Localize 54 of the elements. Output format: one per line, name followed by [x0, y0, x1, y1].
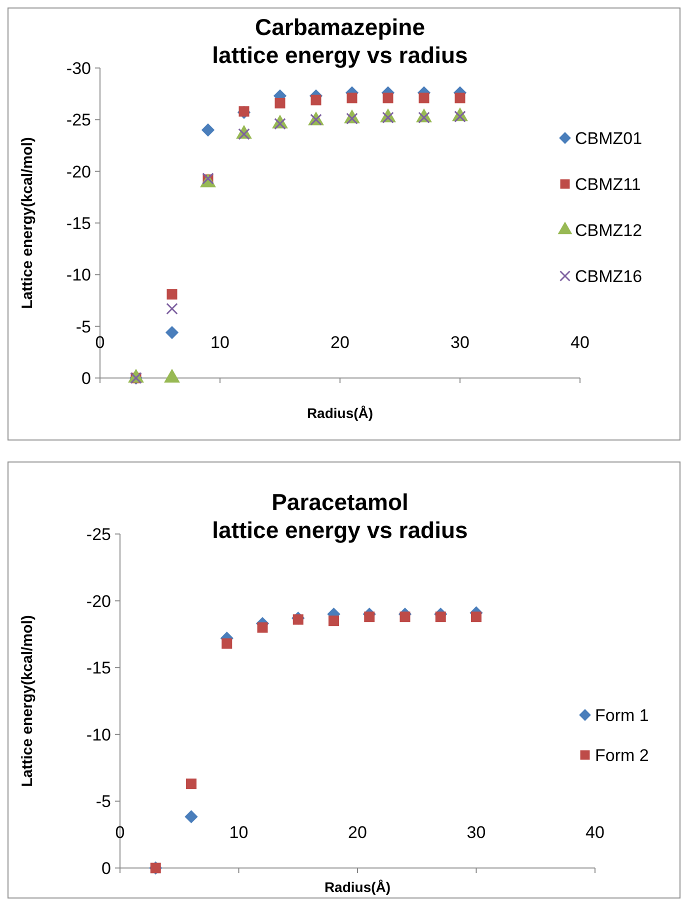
x-axis-title: Radius(Å) — [324, 879, 391, 895]
x-tick-label: 30 — [466, 823, 486, 842]
y-tick-label: -5 — [96, 792, 111, 812]
legend-label: Form 2 — [595, 746, 649, 765]
x-tick-label: 10 — [229, 823, 248, 842]
point — [435, 612, 446, 622]
point — [274, 98, 286, 108]
chart-title: Carbamazepine lattice energy vs radius — [212, 14, 468, 68]
y-tick-label: -5 — [76, 317, 91, 336]
point — [166, 289, 178, 300]
point — [364, 612, 375, 622]
point — [165, 326, 179, 340]
point — [184, 810, 198, 824]
point — [328, 616, 339, 626]
y-tick-label: -30 — [66, 58, 91, 78]
y-tick-label: -20 — [86, 592, 111, 611]
y-tick-label: 0 — [102, 858, 111, 878]
point — [418, 92, 430, 104]
point — [400, 612, 410, 622]
point — [454, 92, 466, 104]
point — [292, 614, 304, 625]
x-tick-label: 30 — [450, 333, 470, 352]
x-tick-label: 40 — [570, 333, 590, 352]
chart-title: Paracetamol lattice energy vs radius — [212, 489, 468, 543]
x-tick-label: 20 — [348, 823, 367, 842]
y-tick-label: -10 — [66, 266, 91, 285]
point — [186, 778, 196, 790]
legend-label: CBMZ11 — [575, 174, 641, 194]
x-tick-label: 20 — [330, 333, 350, 352]
y-tick-label: -25 — [86, 524, 111, 544]
y-tick-label: -15 — [66, 214, 91, 233]
y-axis-title: Lattice energy(kcal/mol) — [19, 137, 36, 309]
legend-label: CBMZ01 — [575, 128, 642, 148]
y-tick-label: -25 — [66, 110, 91, 130]
point — [310, 94, 322, 106]
x-axis-title: Radius(Å) — [306, 405, 374, 421]
point — [471, 612, 482, 622]
point — [346, 92, 358, 104]
legend-label: CBMZ12 — [575, 220, 642, 240]
point — [201, 123, 215, 137]
legend-label: Form 1 — [595, 706, 649, 725]
y-tick-label: -15 — [86, 658, 111, 678]
y-tick-label: -20 — [66, 162, 91, 182]
x-tick-label: 40 — [586, 823, 604, 842]
legend-label: CBMZ16 — [575, 266, 642, 286]
point — [257, 622, 268, 633]
y-axis-title: Lattice energy(kcal/mol) — [19, 615, 36, 787]
point — [382, 92, 394, 104]
x-tick-label: 10 — [210, 333, 230, 352]
point — [166, 302, 178, 315]
x-tick-label: 0 — [115, 823, 125, 842]
y-tick-label: -10 — [86, 725, 111, 744]
point — [222, 638, 232, 649]
y-tick-label: 0 — [82, 368, 91, 388]
